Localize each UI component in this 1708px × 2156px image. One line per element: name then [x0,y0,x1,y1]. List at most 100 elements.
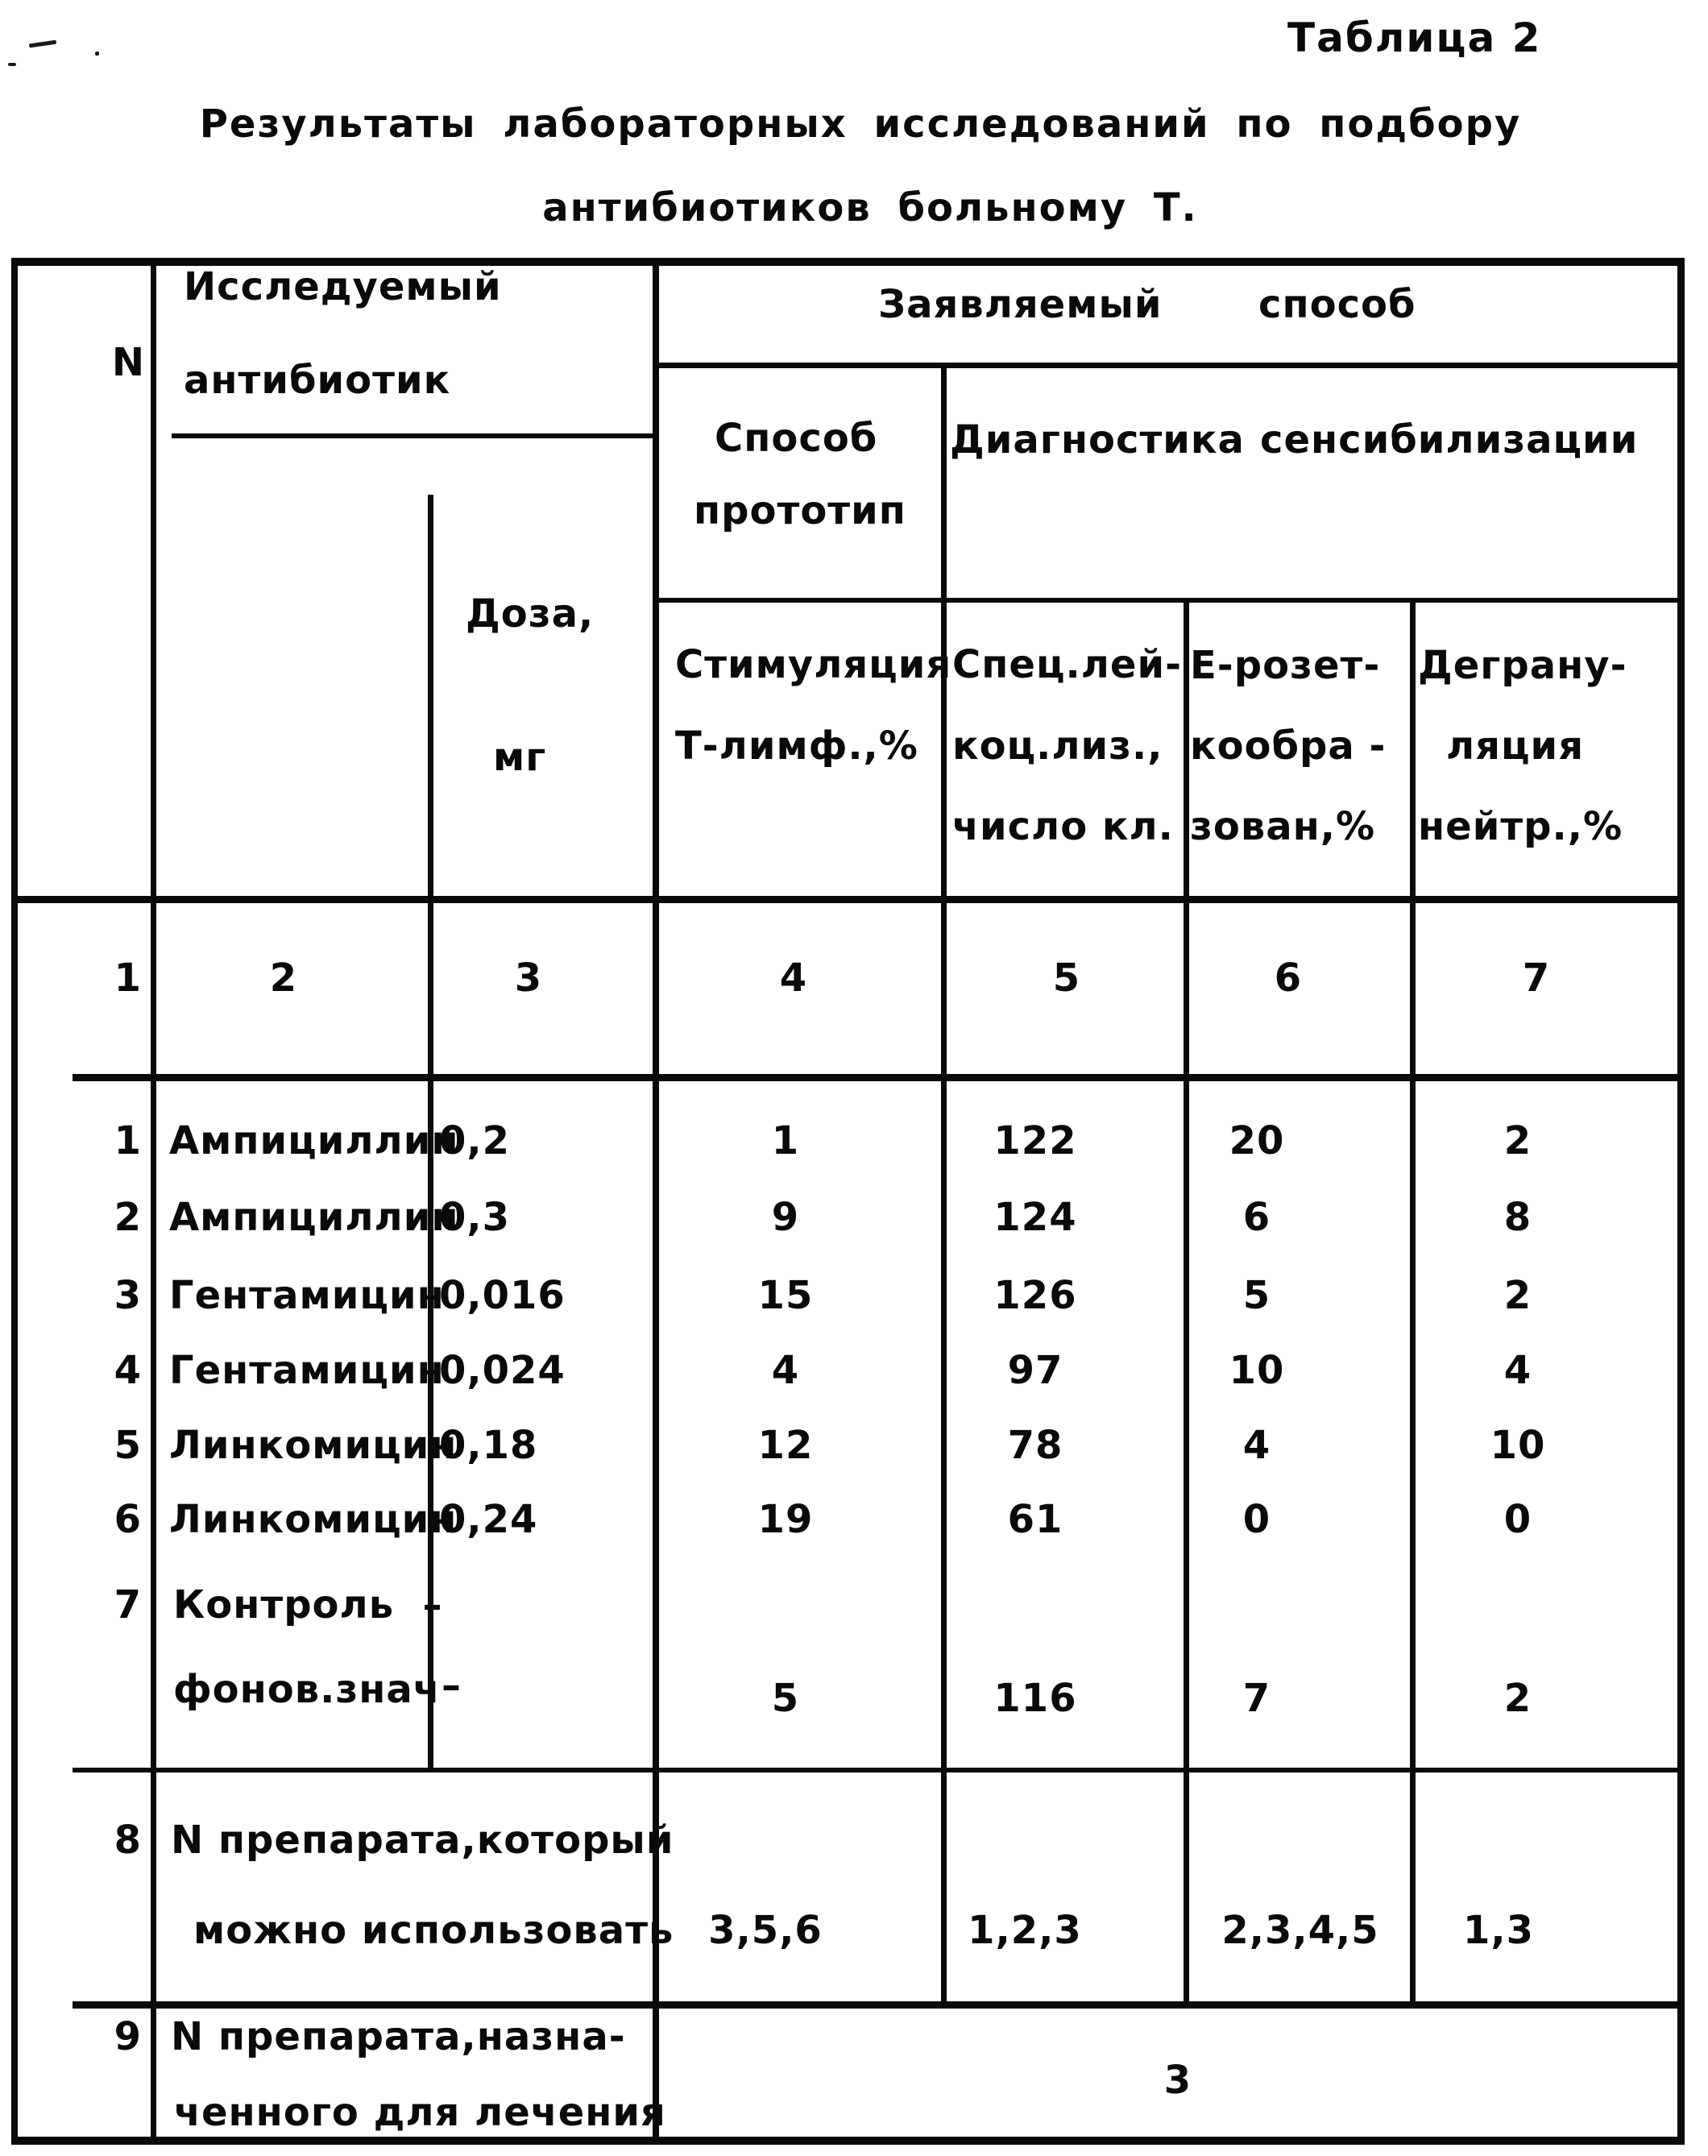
divider-col-leukocyte [941,367,947,2008]
dose-value: 0,24 [439,1497,538,1542]
rosette-value: 7 [1242,1676,1271,1721]
scan-artifact [95,52,99,56]
column-number: 2 [269,956,298,1001]
header-rosette-line2: кообра - [1190,724,1387,769]
row-number: 9 [114,2014,142,2059]
table-border-left [11,258,18,2145]
row-number: 1 [114,1118,142,1163]
rule-under-column-numbers [73,1074,1685,1081]
rule-above-row9 [73,2001,1685,2009]
degranulation-value: 2 [1503,1118,1532,1163]
leukocyte-value: 126 [993,1273,1077,1318]
row-number: 4 [114,1348,142,1393]
row-number: 8 [114,1818,142,1863]
table-border-top [11,258,1685,266]
stimulation-value: 5 [771,1676,800,1721]
rule-header-bottom [11,896,1685,903]
rosette-value: 2,3,4,5 [1221,1908,1379,1953]
antibiotic-name: Ампициллин [169,1195,459,1240]
leukocyte-value: 97 [1007,1348,1063,1393]
header-leukocyte-line1: Спец.лей- [952,642,1183,687]
degranulation-value: 4 [1503,1348,1532,1393]
degranulation-value: 0 [1503,1497,1532,1542]
stimulation-value: 1 [771,1118,800,1163]
antibiotic-name: Линкомицин [169,1423,458,1468]
degranulation-value: 2 [1503,1273,1532,1318]
prescribed-label-line2: ченного для лечения [174,2090,666,2135]
rosette-value: 20 [1229,1118,1285,1163]
header-claimed-method-word2: способ [1258,282,1416,327]
column-number: 7 [1522,956,1551,1001]
rule-under-diagnostics [947,598,1677,603]
control-label-line1: Контроль – [173,1582,443,1627]
header-leukocyte-line3: число кл. [952,804,1174,849]
header-prototype-line1: Способ [715,416,878,461]
row-number: 5 [114,1423,142,1468]
divider-col-rosette [1184,603,1189,2008]
control-label-line2: фонов.знач [173,1667,441,1712]
stimulation-value: 19 [757,1497,814,1542]
divider-col-n [151,258,156,2145]
usable-label-line1: N препарата,который [171,1818,674,1863]
antibiotic-name: Линкомицин [169,1497,458,1542]
header-rosette-line3: зован,% [1190,804,1376,849]
column-number: 6 [1274,956,1303,1001]
scan-artifact [28,39,57,48]
header-degranulation-line3: нейтр.,% [1418,804,1623,849]
column-number: 4 [779,956,808,1001]
rule-under-prototype [659,598,941,603]
table-subtitle-line2: антибиотиков больному Т. [542,185,1198,230]
table-border-right [1677,258,1685,2145]
header-claimed-method-word1: Заявляемый [878,282,1163,327]
antibiotic-name: Гентамицин [169,1348,445,1393]
prescribed-label-line1: N препарата,назна- [171,2014,626,2059]
header-degranulation-line1: Деграну- [1418,643,1627,688]
leukocyte-value: 61 [1007,1497,1063,1542]
dose-value: 0,3 [439,1195,511,1240]
row-number: 3 [114,1273,142,1318]
leukocyte-value: 116 [993,1676,1077,1721]
header-dose-line2: мг [493,735,547,780]
row-number: 6 [114,1497,142,1542]
leukocyte-value: 1,2,3 [968,1908,1082,1953]
stimulation-value: 4 [771,1348,800,1393]
leukocyte-value: 78 [1007,1423,1063,1468]
degranulation-value: 10 [1490,1423,1546,1468]
dose-value: 0,016 [439,1273,566,1318]
rule-above-row8 [73,1768,1685,1772]
header-leukocyte-line2: коц.лиз., [952,724,1163,769]
header-antibiotic-line1: Исследуемый [184,264,502,309]
degranulation-value: 2 [1503,1676,1532,1721]
rule-under-antibiotic [172,433,653,438]
rosette-value: 5 [1242,1273,1271,1318]
leukocyte-value: 122 [993,1118,1077,1163]
header-prototype-line2: прототип [694,488,906,533]
column-number: 5 [1052,956,1081,1001]
leukocyte-value: 124 [993,1195,1077,1240]
divider-col-degranulation [1410,603,1416,2008]
stimulation-value: 3,5,6 [708,1908,823,1953]
divider-col-prototype [653,258,659,2145]
rosette-value: 4 [1242,1423,1271,1468]
header-diagnostics-word2: сенсибилизации [1260,417,1639,462]
row-number: 7 [114,1582,142,1627]
table-border-bottom [11,2137,1685,2145]
header-diagnostics-word1: Диагностика [950,417,1245,462]
rule-under-claimed-method [659,363,1677,368]
dose-value: 0,2 [439,1118,511,1163]
degranulation-value: 8 [1503,1195,1532,1240]
table-subtitle-line1: Результаты лабораторных исследований по … [199,102,1522,147]
dose-value: 0,024 [439,1348,566,1393]
stimulation-value: 9 [771,1195,800,1240]
header-antibiotic-line2: антибиотик [184,358,451,403]
dose-value: – [442,1663,462,1708]
header-stimulation-line1: Стимуляция [675,642,952,687]
stimulation-value: 12 [757,1423,814,1468]
prescribed-value: 3 [1163,2058,1192,2103]
scan-artifact [8,63,16,66]
rosette-value: 0 [1242,1497,1271,1542]
header-stimulation-line2: Т-лимф.,% [675,724,918,769]
row-number: 2 [114,1195,142,1240]
column-number: 3 [514,956,543,1001]
antibiotic-name: Гентамицин [169,1273,445,1318]
